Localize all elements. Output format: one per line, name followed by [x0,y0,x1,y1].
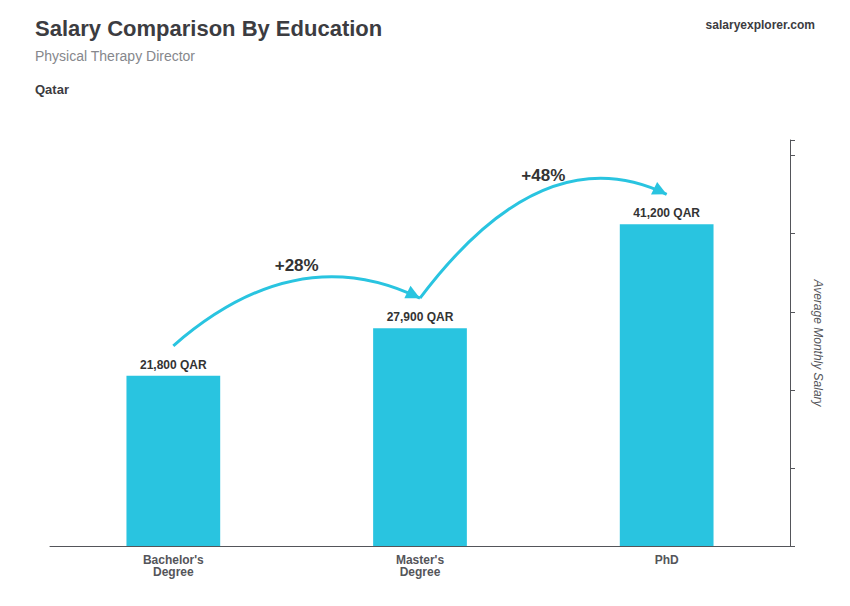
svg-text:Salary Comparison By Education: Salary Comparison By Education [35,16,382,41]
svg-text:41,200 QAR: 41,200 QAR [633,206,700,220]
svg-text:Physical Therapy Director: Physical Therapy Director [35,48,195,64]
svg-text:27,900 QAR: 27,900 QAR [387,310,454,324]
svg-text:PhD: PhD [655,553,679,567]
svg-text:Bachelor's: Bachelor's [142,553,204,567]
svg-text:Degree: Degree [400,565,441,579]
svg-text:+28%: +28% [275,256,319,275]
svg-text:21,800 QAR: 21,800 QAR [140,358,207,372]
svg-text:Master's: Master's [395,553,445,567]
svg-text:Qatar: Qatar [35,82,69,97]
svg-text:+48%: +48% [521,166,565,185]
svg-text:Average Monthly Salary: Average Monthly Salary [811,278,825,407]
svg-text:Degree: Degree [153,565,194,579]
svg-text:salaryexplorer.com: salaryexplorer.com [706,18,815,32]
